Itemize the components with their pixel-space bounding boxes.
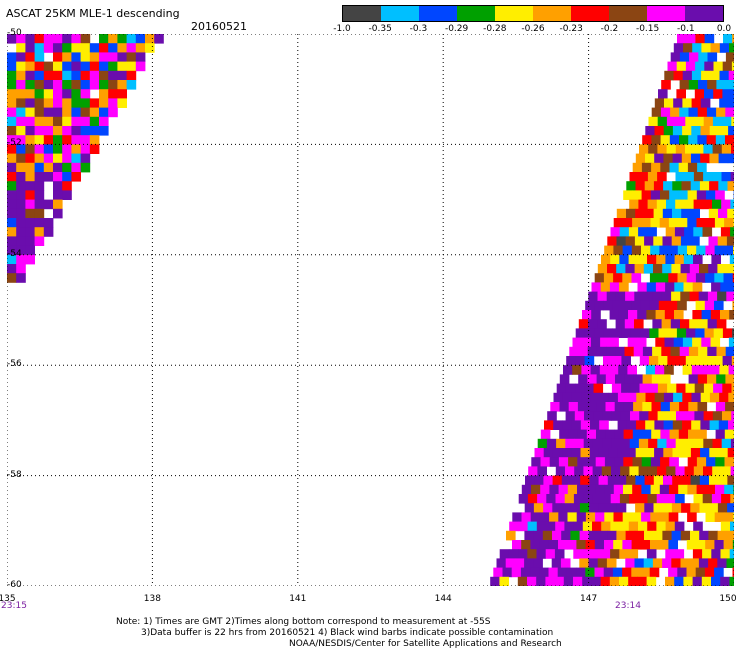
color-scale-tick: -0.3 [409, 24, 428, 34]
latitude-label: -52 [7, 138, 22, 149]
color-scale-swatch [571, 6, 609, 21]
color-scale-bar [342, 5, 724, 22]
longitude-label: 135 [0, 594, 16, 604]
longitude-label: 150 [719, 594, 737, 604]
latitude-label: -58 [7, 469, 22, 480]
color-scale-swatch [381, 6, 419, 21]
swath-image [6, 33, 740, 596]
longitude-label: 144 [434, 594, 452, 604]
color-scale-tick: -0.23 [559, 24, 583, 34]
time-label-left: 23:15 [1, 601, 27, 611]
longitude-label: 147 [580, 594, 598, 604]
color-scale-swatch [609, 6, 647, 21]
color-scale-tick: -0.26 [521, 24, 545, 34]
longitude-label: 141 [289, 594, 307, 604]
color-scale-tick: -0.35 [368, 24, 392, 34]
color-scale-tick: -0.1 [677, 24, 695, 34]
color-scale-tick: -0.29 [444, 24, 469, 34]
color-scale-swatch [457, 6, 495, 21]
latitude-label: -56 [7, 359, 22, 370]
latitude-label: -60 [7, 580, 22, 590]
color-scale-tick: -1.0 [333, 24, 351, 34]
color-scale-swatch [533, 6, 571, 21]
color-scale-tick: -0.28 [483, 24, 507, 34]
color-scale-swatch [495, 6, 533, 21]
color-scale-tick: -0.2 [600, 24, 619, 34]
longitude-label: 138 [143, 594, 161, 604]
map-title: ASCAT 25KM MLE-1 descending [6, 7, 180, 20]
latitude-label: -54 [7, 248, 22, 259]
latitude-label: -50 [7, 28, 22, 38]
color-scale-swatch [343, 6, 381, 21]
map-date: 20160521 [191, 20, 247, 33]
color-scale-swatch [647, 6, 685, 21]
footer-note-1: Note: 1) Times are GMT 2)Times along bot… [116, 617, 491, 627]
color-scale-swatch [685, 6, 723, 21]
color-scale-swatch [419, 6, 457, 21]
color-scale-tick: -0.15 [635, 24, 660, 34]
time-label-right: 23:14 [615, 601, 641, 611]
footer-credit: NOAA/NESDIS/Center for Satellite Applica… [289, 639, 562, 649]
footer-note-2: 3)Data buffer is 22 hrs from 20160521 4)… [141, 628, 554, 638]
color-scale-tick: 0.0 [716, 24, 732, 34]
map-plot [6, 33, 740, 596]
